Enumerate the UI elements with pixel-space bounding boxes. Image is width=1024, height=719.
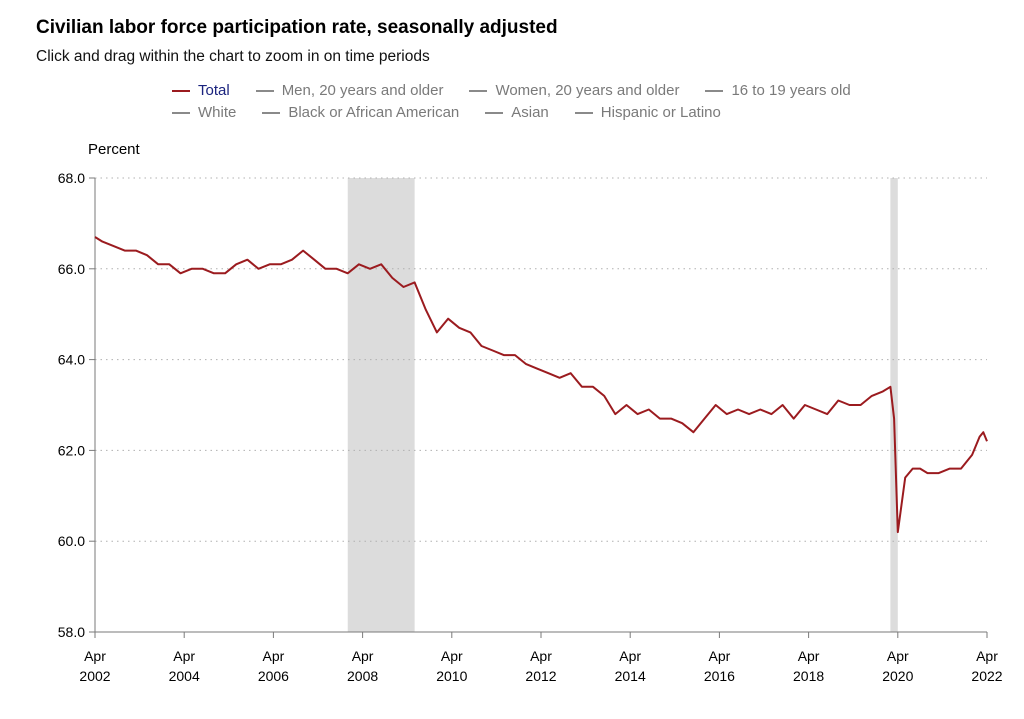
legend-item[interactable]: Total [172,82,230,99]
recession-band [347,178,415,632]
legend-row-2: White Black or African American Asian Hispa… [172,104,747,121]
legend-item[interactable]: Asian [485,104,549,121]
legend-item[interactable]: Men, 20 years and older [255,82,444,99]
x-tick-month-label: Apr [173,648,195,664]
x-tick-month-label: Apr [798,648,820,664]
y-tick-label: 58.0 [58,624,85,640]
legend-line-swatch-icon [485,111,504,114]
legend-label: Total [198,82,230,99]
y-tick-label: 60.0 [58,533,85,549]
chart-subtitle: Click and drag within the chart to zoom … [36,48,430,65]
legend-label: Women, 20 years and older [495,82,680,99]
x-tick-year-label: 2022 [971,668,1002,684]
x-tick-month-label: Apr [352,648,374,664]
legend-label: White [198,104,237,121]
x-tick-month-label: Apr [887,648,909,664]
legend-line-swatch-icon [574,111,593,114]
legend-line-swatch-icon [172,111,190,114]
x-tick-year-label: 2008 [347,668,378,684]
x-tick-month-label: Apr [263,648,285,664]
x-tick-year-label: 2016 [704,668,735,684]
y-tick-label: 62.0 [58,442,85,458]
x-tick-year-label: 2014 [615,668,646,684]
legend-line-swatch-icon [705,89,724,92]
x-tick-year-label: 2012 [525,668,556,684]
y-tick-label: 68.0 [58,170,85,186]
recession-band [890,178,898,632]
x-tick-year-label: 2002 [79,668,110,684]
x-tick-year-label: 2018 [793,668,824,684]
legend-row-1: Total Men, 20 years and older Women, 20 ye… [172,82,877,99]
x-tick-month-label: Apr [441,648,463,664]
legend-label: 16 to 19 years old [731,82,851,99]
legend-item[interactable]: White [172,104,236,121]
legend-line-swatch-icon [172,89,190,92]
x-tick-month-label: Apr [709,648,731,664]
x-tick-year-label: 2020 [882,668,913,684]
x-tick-month-label: Apr [976,648,998,664]
legend-item[interactable]: Black or African American [262,104,459,121]
legend-label: Men, 20 years and older [281,82,444,99]
y-tick-label: 64.0 [58,352,85,368]
legend-item[interactable]: Women, 20 years and older [469,82,679,99]
chart-title: Civilian labor force participation rate,… [36,17,558,38]
legend-item[interactable]: Hispanic or Latino [574,104,721,121]
x-tick-month-label: Apr [530,648,552,664]
x-tick-month-label: Apr [84,648,106,664]
x-tick-month-label: Apr [619,648,641,664]
x-tick-year-label: 2006 [258,668,289,684]
legend-label: Hispanic or Latino [600,104,721,121]
x-tick-year-label: 2004 [169,668,200,684]
legend-line-swatch-icon [469,89,488,92]
legend-label: Black or African American [288,104,460,121]
legend-label: Asian [511,104,549,121]
series-line-total[interactable] [94,236,988,534]
x-tick-year-label: 2010 [436,668,467,684]
y-axis-label: Percent [88,141,141,158]
legend-item[interactable]: 16 to 19 years old [705,82,851,99]
legend-line-swatch-icon [255,89,274,92]
legend-line-swatch-icon [262,111,281,114]
y-tick-label: 66.0 [58,261,85,277]
